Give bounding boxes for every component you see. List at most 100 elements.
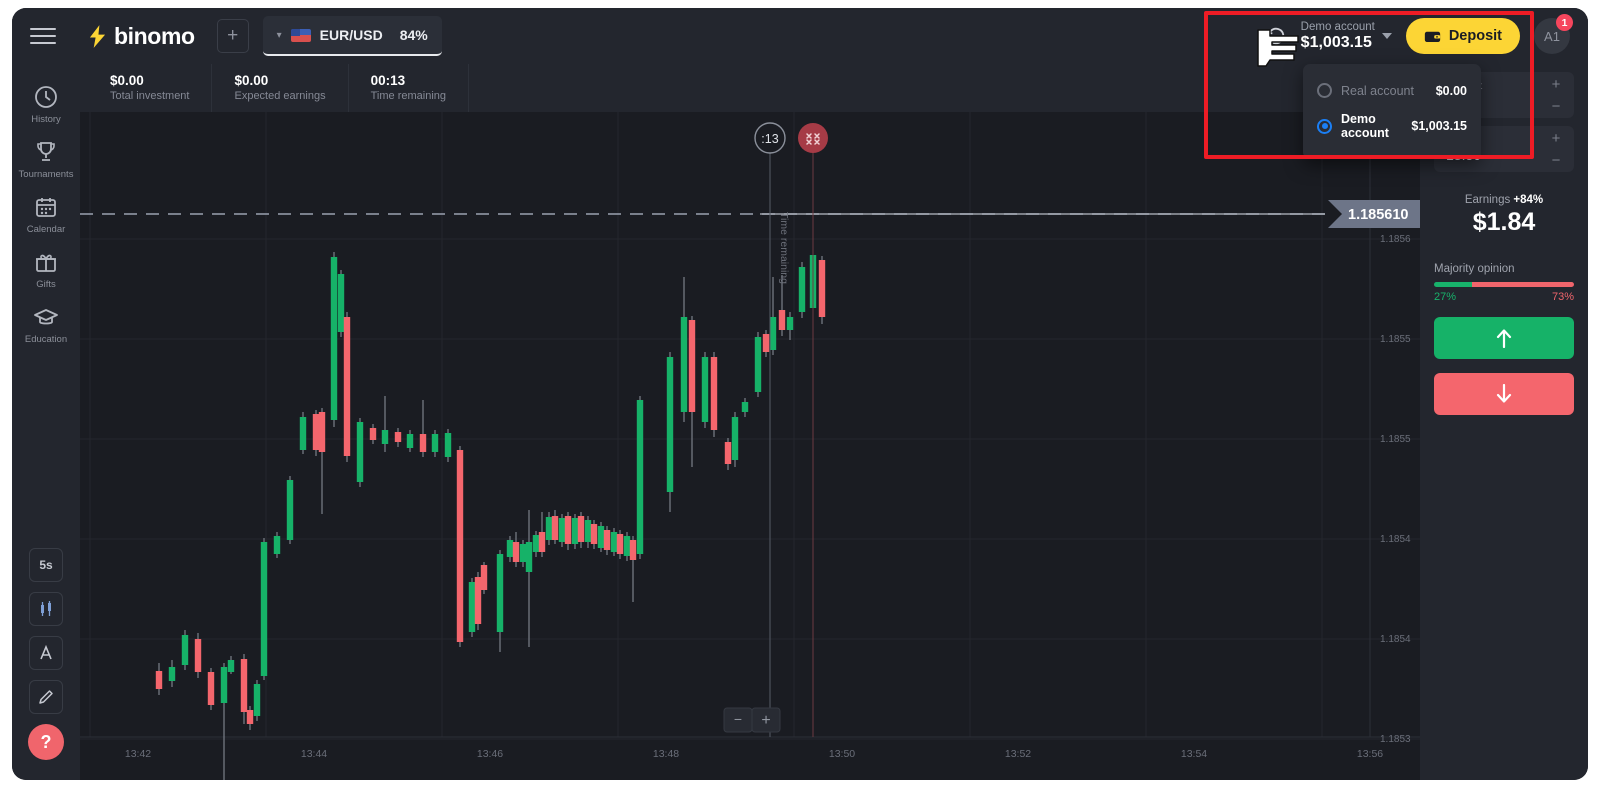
majority-opinion-bar bbox=[1434, 282, 1574, 287]
amount-decrease-button[interactable]: − bbox=[1551, 97, 1561, 115]
info-label: Time remaining bbox=[370, 90, 447, 102]
time-decrease-button[interactable]: − bbox=[1551, 151, 1561, 169]
earnings-block: Earnings +84% $1.84 bbox=[1434, 194, 1574, 237]
sidebar-item-tournaments[interactable]: Tournaments bbox=[12, 131, 80, 186]
svg-text:13:42: 13:42 bbox=[125, 748, 151, 760]
account-option-amount: $0.00 bbox=[1435, 83, 1467, 98]
earnings-percent: +84% bbox=[1513, 194, 1544, 206]
asset-name-label: EUR/USD bbox=[319, 27, 383, 43]
account-option-demo[interactable]: Demo account $1,003.15 bbox=[1303, 105, 1481, 147]
avatar-wrapper: A1 1 bbox=[1534, 14, 1573, 54]
candle-series bbox=[155, 250, 826, 780]
svg-text:1.1854: 1.1854 bbox=[1380, 534, 1411, 545]
earnings-label-row: Earnings +84% bbox=[1434, 194, 1574, 206]
chart-type-button[interactable] bbox=[29, 592, 63, 626]
candlestick-icon bbox=[41, 601, 51, 616]
svg-text:13:46: 13:46 bbox=[477, 748, 503, 760]
current-price-text: 1.185610 bbox=[1348, 207, 1408, 223]
info-expected-earnings: $0.00 Expected earnings bbox=[212, 64, 349, 112]
balance-amount: $1,003.15 bbox=[1300, 34, 1372, 51]
svg-text:13:56: 13:56 bbox=[1357, 748, 1383, 760]
zoom-in-label: + bbox=[761, 712, 770, 729]
arrow-down-icon bbox=[1496, 384, 1512, 403]
add-asset-tab-button[interactable]: + bbox=[216, 19, 249, 53]
majority-down-percent: 73% bbox=[1551, 291, 1574, 303]
balance-text-group: Demo account $1,003.15 bbox=[1301, 20, 1375, 52]
time-remaining-vertical-label: Time remaining bbox=[778, 212, 790, 284]
chart-zoom-controls[interactable]: − + bbox=[723, 707, 781, 733]
account-dropdown-menu[interactable]: Real account $0.00 Demo account $1,003.1… bbox=[1303, 64, 1481, 159]
us-eu-flag-icon bbox=[290, 28, 311, 42]
help-button[interactable]: ? bbox=[28, 724, 64, 760]
asset-tab-eurusd[interactable]: ▾ EUR/USD 84% bbox=[262, 16, 442, 56]
balance-caret-icon[interactable] bbox=[1381, 33, 1392, 39]
indicators-icon bbox=[40, 644, 52, 660]
buy-up-button[interactable] bbox=[1434, 317, 1574, 359]
svg-text:1.1855: 1.1855 bbox=[1380, 334, 1411, 345]
hamburger-menu-icon[interactable] bbox=[28, 25, 58, 47]
arrow-up-icon bbox=[1496, 329, 1512, 348]
clock-history-icon bbox=[35, 86, 57, 108]
deposit-button[interactable]: Deposit bbox=[1405, 18, 1520, 54]
pencil-icon bbox=[39, 690, 53, 704]
account-balance-selector[interactable]: Demo account $1,003.15 bbox=[1301, 20, 1392, 52]
sidebar-item-label: Education bbox=[24, 334, 68, 345]
chart-grid bbox=[80, 112, 1420, 740]
sidebar-item-history[interactable]: History bbox=[12, 76, 80, 131]
amount-increase-button[interactable]: + bbox=[1551, 75, 1561, 93]
time-increase-button[interactable]: + bbox=[1551, 129, 1561, 147]
sidebar-item-label: Calendar bbox=[26, 224, 66, 235]
account-option-real[interactable]: Real account $0.00 bbox=[1303, 76, 1481, 105]
svg-text:1.1855: 1.1855 bbox=[1380, 434, 1411, 445]
sidebar-item-label: History bbox=[31, 114, 61, 125]
timeframe-button[interactable]: 5s bbox=[29, 548, 63, 582]
indicators-button[interactable] bbox=[29, 636, 63, 670]
sidebar-item-calendar[interactable]: Calendar bbox=[12, 186, 80, 241]
svg-text:1.1856: 1.1856 bbox=[1380, 234, 1411, 245]
radio-unselected-icon[interactable] bbox=[1317, 83, 1332, 98]
deposit-label: Deposit bbox=[1448, 28, 1502, 44]
binomo-trading-app: binomo + ▾ EUR/USD 84% Demo account $1,0… bbox=[12, 8, 1588, 780]
earnings-label: Earnings bbox=[1464, 194, 1511, 206]
header-right-group: Demo account $1,003.15 Deposit A1 1 bbox=[1265, 14, 1588, 54]
left-sidebar: History Tournaments Calendar bbox=[12, 64, 80, 780]
balance-account-label: Demo account bbox=[1300, 21, 1375, 33]
wallet-icon bbox=[1424, 31, 1440, 42]
svg-text:13:54: 13:54 bbox=[1181, 748, 1207, 760]
y-axis-tick-labels: 1.1856 1.1855 1.1855 1.1854 1.1854 1.185… bbox=[1380, 234, 1411, 745]
binomo-logo: binomo bbox=[88, 23, 195, 50]
countdown-badge-circle bbox=[754, 122, 786, 154]
time-stepper[interactable]: + − bbox=[1546, 129, 1566, 169]
info-value: 00:13 bbox=[370, 73, 406, 88]
expiry-glyph bbox=[806, 133, 820, 145]
account-option-label: Demo account bbox=[1341, 112, 1389, 140]
info-value: $0.00 bbox=[234, 73, 269, 88]
majority-down-segment bbox=[1471, 282, 1574, 287]
account-option-label: Real account bbox=[1341, 83, 1414, 98]
refresh-icon[interactable] bbox=[1265, 25, 1287, 47]
trade-panel: Amount $1.00 + − Time 13:50 + − Earnings… bbox=[1420, 64, 1588, 780]
chevron-down-icon[interactable]: ▾ bbox=[276, 29, 282, 41]
majority-up-segment bbox=[1434, 282, 1472, 287]
svg-text:13:52: 13:52 bbox=[1005, 748, 1031, 760]
chart-canvas[interactable]: 1.185610 :13 Time remaining 1.1856 1.185… bbox=[80, 112, 1420, 780]
amount-stepper[interactable]: + − bbox=[1546, 75, 1566, 115]
radio-selected-icon[interactable] bbox=[1317, 118, 1332, 134]
info-time-remaining: 00:13 Time remaining bbox=[349, 64, 470, 112]
candlestick-chart[interactable]: 1.185610 :13 Time remaining 1.1856 1.185… bbox=[80, 112, 1420, 780]
sidebar-item-education[interactable]: Education bbox=[12, 296, 80, 351]
trade-info-bar: $0.00 Total investment $0.00 Expected ea… bbox=[80, 64, 1420, 112]
draw-tool-button[interactable] bbox=[29, 680, 63, 714]
svg-text:13:44: 13:44 bbox=[301, 748, 327, 760]
notification-badge[interactable]: 1 bbox=[1556, 14, 1573, 31]
svg-text:13:50: 13:50 bbox=[829, 748, 855, 760]
sidebar-item-label: Gifts bbox=[36, 279, 56, 290]
asset-payout-label: 84% bbox=[399, 27, 428, 43]
svg-text:1.1854: 1.1854 bbox=[1380, 634, 1411, 645]
zoom-in-button[interactable] bbox=[751, 707, 781, 733]
sidebar-item-gifts[interactable]: Gifts bbox=[12, 241, 80, 296]
deal-expiry-icon[interactable] bbox=[798, 123, 828, 153]
sell-down-button[interactable] bbox=[1434, 373, 1574, 415]
info-value: $0.00 bbox=[110, 73, 144, 88]
bolt-icon bbox=[89, 24, 106, 48]
